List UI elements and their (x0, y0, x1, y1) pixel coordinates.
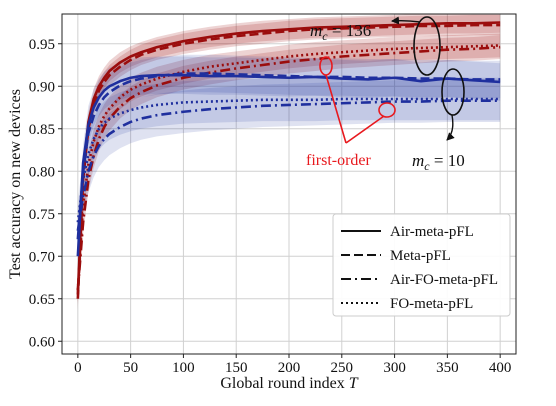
arrow-to-label-mc136 (391, 16, 421, 25)
x-tick-label: 350 (436, 360, 459, 376)
y-axis-ticks: 0.60 0.65 0.70 0.75 0.80 0.85 0.90 0.95 (29, 37, 62, 350)
y-tick-label: 0.60 (29, 334, 55, 350)
legend-label: Meta-pFL (390, 248, 451, 264)
x-tick-label: 200 (278, 360, 301, 376)
first-order-marker-blue (378, 102, 396, 118)
series-line-blue-dotted (76, 97, 501, 223)
x-tick-label: 100 (172, 360, 195, 376)
series-lines (76, 21, 501, 299)
y-tick-label: 0.95 (29, 37, 55, 53)
x-tick-label: 250 (331, 360, 354, 376)
legend-box (332, 213, 511, 317)
label-mc136: mc = 136 (310, 21, 371, 43)
series-line-red-solid (76, 21, 501, 295)
series-line-blue-dashdot (76, 99, 501, 231)
band-blue-dotted (77, 77, 501, 244)
x-axis-label: Global round index T (220, 375, 358, 392)
x-tick-label: 300 (383, 360, 406, 376)
legend-label: Air-meta-pFL (390, 224, 474, 240)
y-tick-label: 0.70 (29, 249, 55, 265)
group-ellipse-mc10 (441, 68, 465, 116)
y-tick-label: 0.65 (29, 292, 55, 308)
legend-label: Air-FO-meta-pFL (390, 272, 498, 288)
first-order-label: first-order (306, 152, 372, 169)
y-tick-label: 0.75 (29, 207, 55, 223)
y-axis-label: Test accuracy on new devices (7, 89, 24, 279)
band-blue-dashdot (77, 79, 501, 252)
x-tick-label: 400 (489, 360, 512, 376)
legend: Air-meta-pFL Meta-pFL Air-FO-meta-pFL FO-me… (332, 213, 511, 317)
legend-label: FO-meta-pFL (390, 296, 473, 312)
y-tick-label: 0.85 (29, 122, 55, 138)
y-tick-label: 0.80 (29, 164, 55, 180)
first-order-pointer-2 (345, 115, 385, 144)
arrow-to-label-mc10 (446, 114, 455, 141)
series-line-blue-dashed (76, 72, 501, 240)
x-tick-label: 150 (225, 360, 248, 376)
band-blue-dashed (77, 54, 501, 258)
series-line-red-dashed (76, 23, 501, 299)
first-order-pointer-1 (325, 74, 347, 144)
group-ellipse-mc136 (413, 16, 441, 76)
annotations: mc = 136 mc = 10 first-order (306, 16, 465, 173)
x-tick-label: 50 (123, 360, 138, 376)
label-mc10: mc = 10 (412, 151, 465, 173)
y-tick-label: 0.90 (29, 79, 55, 95)
x-tick-label: 0 (74, 360, 82, 376)
x-axis-ticks: 0 50 100 150 200 250 300 350 400 (74, 354, 511, 376)
